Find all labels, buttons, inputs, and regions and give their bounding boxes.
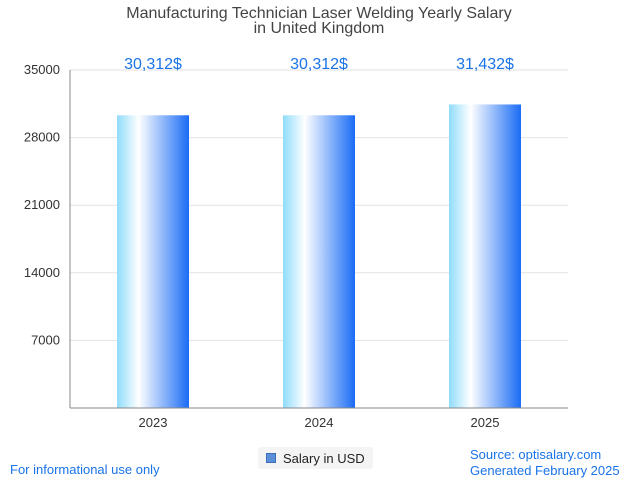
footer-credits: Source: optisalary.com Generated Februar… — [470, 447, 620, 479]
source-link[interactable]: Source: optisalary.com — [470, 447, 602, 462]
y-tick-label: 28000 — [24, 130, 60, 145]
legend[interactable]: Salary in USD — [258, 447, 373, 469]
data-label: 30,312$ — [290, 56, 348, 73]
disclaimer-text: For informational use only — [10, 462, 160, 477]
legend-label: Salary in USD — [283, 450, 365, 466]
chart-title-line: in United Kingdom — [254, 20, 385, 37]
y-tick-label: 7000 — [31, 332, 60, 347]
x-tick-label: 2024 — [305, 415, 334, 430]
bar-2025[interactable] — [449, 104, 521, 408]
bar-2024[interactable] — [283, 115, 355, 409]
chart-title-line: Manufacturing Technician Laser Welding Y… — [126, 5, 511, 22]
data-labels: 2023 30,312$ 2024 30,312$ 2025 31,432$ — [124, 56, 514, 430]
generated-date: Generated February 2025 — [470, 463, 620, 478]
axes — [69, 70, 568, 409]
legend-swatch — [266, 453, 276, 463]
data-label: 31,432$ — [456, 56, 514, 73]
chart-title: Manufacturing Technician Laser Welding Y… — [126, 5, 511, 37]
x-tick-label: 2025 — [471, 415, 500, 430]
bars — [117, 104, 521, 409]
y-tick-label: 35000 — [24, 62, 60, 77]
y-tick-label: 21000 — [24, 197, 60, 212]
y-tick-label: 14000 — [24, 265, 60, 280]
data-label: 30,312$ — [124, 56, 182, 73]
x-tick-label: 2023 — [139, 415, 168, 430]
bar-2023[interactable] — [117, 115, 189, 409]
